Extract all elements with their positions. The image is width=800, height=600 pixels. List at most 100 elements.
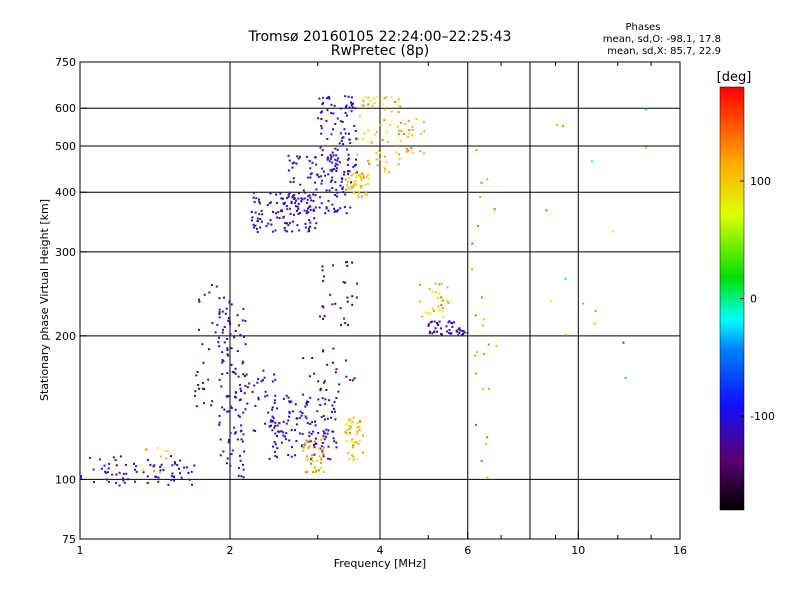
data-point bbox=[242, 360, 245, 363]
data-point bbox=[545, 209, 548, 212]
data-point bbox=[173, 479, 176, 482]
data-point bbox=[302, 446, 305, 449]
data-point bbox=[353, 377, 356, 380]
data-point bbox=[388, 171, 391, 174]
data-point bbox=[323, 446, 326, 449]
data-point bbox=[240, 475, 243, 478]
data-point bbox=[218, 421, 221, 424]
data-point bbox=[242, 476, 245, 479]
data-point bbox=[320, 202, 323, 205]
data-point bbox=[462, 330, 465, 333]
data-point bbox=[304, 442, 307, 445]
data-point bbox=[334, 418, 337, 421]
data-point bbox=[317, 175, 320, 178]
data-point bbox=[309, 221, 312, 224]
data-point bbox=[229, 432, 232, 434]
data-point bbox=[332, 347, 335, 350]
data-point bbox=[388, 124, 391, 126]
data-point bbox=[411, 134, 414, 137]
data-point bbox=[299, 416, 302, 419]
data-point bbox=[317, 398, 320, 401]
data-point bbox=[331, 203, 334, 206]
data-point bbox=[343, 317, 346, 320]
data-point bbox=[431, 307, 434, 310]
data-point bbox=[270, 223, 273, 226]
data-point bbox=[285, 197, 288, 200]
data-point bbox=[258, 200, 261, 203]
data-point bbox=[352, 173, 355, 176]
data-point bbox=[332, 264, 334, 267]
data-point bbox=[223, 296, 225, 299]
data-point bbox=[320, 127, 323, 130]
data-point bbox=[364, 191, 367, 194]
data-point bbox=[349, 206, 352, 209]
data-point bbox=[486, 476, 489, 479]
data-point bbox=[343, 128, 346, 131]
data-point bbox=[281, 197, 284, 200]
data-point bbox=[396, 143, 399, 146]
data-point bbox=[311, 454, 313, 457]
data-point bbox=[194, 394, 196, 397]
data-point bbox=[321, 450, 324, 453]
data-point bbox=[256, 217, 259, 220]
data-point bbox=[422, 152, 425, 155]
data-point bbox=[294, 201, 297, 204]
data-point bbox=[295, 423, 298, 426]
data-point bbox=[306, 458, 309, 461]
data-point bbox=[375, 95, 378, 98]
data-point bbox=[644, 108, 647, 111]
data-point bbox=[236, 438, 239, 441]
data-point bbox=[111, 473, 114, 476]
data-point bbox=[331, 176, 334, 179]
data-point bbox=[222, 328, 225, 331]
data-point bbox=[307, 440, 310, 443]
data-point bbox=[328, 189, 331, 192]
data-point bbox=[424, 311, 427, 314]
data-point bbox=[370, 141, 373, 144]
data-point bbox=[288, 193, 290, 196]
data-point bbox=[258, 213, 261, 216]
data-point bbox=[158, 471, 161, 474]
data-point bbox=[221, 359, 224, 361]
data-point bbox=[246, 402, 249, 405]
data-point bbox=[320, 458, 323, 461]
data-point bbox=[180, 476, 183, 479]
data-point bbox=[493, 208, 496, 211]
data-point bbox=[351, 295, 354, 298]
data-point bbox=[319, 389, 322, 392]
data-point bbox=[240, 390, 242, 392]
data-point bbox=[245, 373, 248, 376]
data-point bbox=[268, 425, 271, 428]
data-point bbox=[582, 302, 585, 305]
data-point bbox=[359, 185, 362, 187]
data-point bbox=[153, 469, 156, 472]
data-point bbox=[442, 307, 444, 309]
chart-title: Tromsø 20160105 22:24:00–22:25:43 bbox=[248, 29, 512, 45]
data-point bbox=[351, 454, 353, 457]
data-point bbox=[259, 226, 262, 229]
data-point bbox=[408, 132, 411, 135]
data-point bbox=[344, 105, 347, 108]
data-point bbox=[451, 322, 454, 325]
data-point bbox=[336, 159, 339, 162]
data-point bbox=[103, 464, 106, 467]
data-point bbox=[419, 150, 422, 153]
data-point bbox=[330, 156, 333, 158]
data-point bbox=[202, 361, 205, 364]
data-point bbox=[351, 438, 354, 441]
data-point bbox=[438, 292, 440, 295]
data-point bbox=[324, 212, 327, 215]
data-point bbox=[305, 402, 308, 405]
data-point bbox=[459, 329, 461, 332]
data-point bbox=[218, 414, 221, 417]
data-point bbox=[122, 477, 125, 480]
data-point bbox=[312, 430, 315, 433]
data-point bbox=[346, 300, 349, 303]
data-point bbox=[317, 432, 320, 434]
x-tick-label: 2 bbox=[227, 544, 234, 557]
data-point bbox=[269, 201, 272, 204]
data-point bbox=[353, 164, 356, 167]
data-point bbox=[328, 160, 331, 163]
data-point bbox=[436, 330, 439, 333]
data-point bbox=[310, 462, 313, 465]
